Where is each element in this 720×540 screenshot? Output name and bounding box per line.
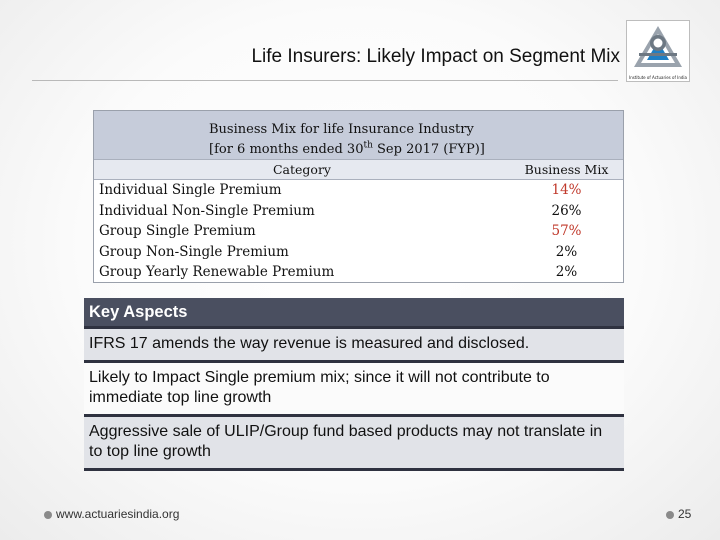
actuaries-logo-icon bbox=[634, 26, 682, 67]
aspects-divider bbox=[84, 414, 624, 417]
table-title: Business Mix for life Insurance Industry… bbox=[209, 120, 485, 160]
row-business-mix: 14% bbox=[551, 182, 582, 198]
business-mix-table: Business Mix for life Insurance Industry… bbox=[93, 110, 624, 283]
aspect-item: Likely to Impact Single premium mix; sin… bbox=[84, 363, 624, 414]
table-row: Group Non-Single Premium 2% bbox=[94, 242, 623, 263]
row-business-mix: 26% bbox=[551, 202, 582, 219]
slide-title: Life Insurers: Likely Impact on Segment … bbox=[251, 46, 620, 67]
row-business-mix: 2% bbox=[555, 264, 578, 281]
row-business-mix: 57% bbox=[551, 223, 582, 240]
table-row: Individual Single Premium 14% bbox=[94, 180, 623, 201]
page-number-bullet-icon bbox=[666, 511, 674, 519]
row-category: Group Non-Single Premium bbox=[99, 243, 289, 260]
table-title-band: Business Mix for life Insurance Industry… bbox=[94, 111, 623, 159]
page-number: 25 bbox=[678, 507, 692, 521]
table-row: Group Yearly Renewable Premium 2% bbox=[94, 262, 623, 283]
title-divider bbox=[32, 80, 618, 81]
aspect-item: IFRS 17 amends the way revenue is measur… bbox=[84, 329, 624, 360]
footer-bullet-icon bbox=[44, 511, 52, 519]
row-category: Individual Single Premium bbox=[99, 182, 282, 198]
table-body: Individual Single Premium 14% Individual N… bbox=[94, 180, 623, 283]
table-row: Group Single Premium 57% bbox=[94, 221, 623, 242]
logo-caption: Institute of Actuaries of India bbox=[629, 75, 687, 80]
key-aspects-heading: Key Aspects bbox=[84, 298, 624, 326]
aspects-divider bbox=[84, 326, 624, 329]
aspects-divider bbox=[84, 360, 624, 363]
table-title-line2: [for 6 months ended 30th Sep 2017 (FYP)] bbox=[209, 140, 485, 157]
column-header-business-mix: Business Mix bbox=[524, 162, 609, 177]
table-row: Individual Non-Single Premium 26% bbox=[94, 201, 623, 222]
row-category: Group Single Premium bbox=[99, 223, 256, 240]
row-category: Individual Non-Single Premium bbox=[99, 202, 315, 219]
key-aspects-panel: Key Aspects IFRS 17 amends the way reven… bbox=[84, 298, 624, 471]
row-business-mix: 2% bbox=[555, 243, 578, 260]
column-header-category: Category bbox=[272, 162, 331, 177]
footer-website: www.actuariesindia.org bbox=[56, 507, 180, 521]
table-header-row: Category Business Mix bbox=[94, 159, 623, 180]
table-title-line1: Business Mix for life Insurance Industry bbox=[209, 122, 474, 137]
institute-logo: Institute of Actuaries of India bbox=[626, 20, 690, 82]
aspects-divider bbox=[84, 468, 624, 471]
aspect-item: Aggressive sale of ULIP/Group fund based… bbox=[84, 417, 624, 468]
row-category: Group Yearly Renewable Premium bbox=[99, 264, 335, 281]
